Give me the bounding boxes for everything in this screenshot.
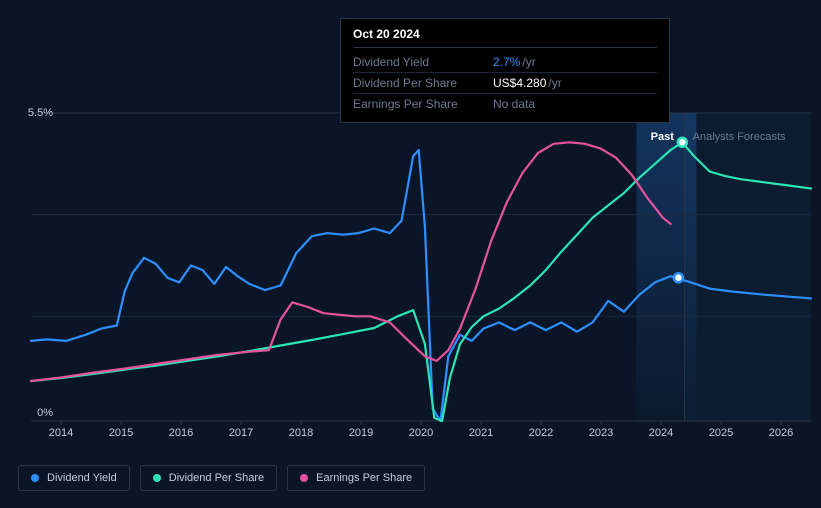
x-axis-tick-label: 2015 — [91, 427, 151, 439]
y-axis-min-label: 0% — [23, 407, 53, 419]
legend-item-dividend-yield[interactable]: Dividend Yield — [18, 465, 130, 491]
x-axis-tick-label: 2020 — [391, 427, 451, 439]
legend-item-dividend-per-share[interactable]: Dividend Per Share — [140, 465, 277, 491]
x-axis-tick-label: 2022 — [511, 427, 571, 439]
chart-legend: Dividend Yield Dividend Per Share Earnin… — [18, 465, 425, 491]
tooltip-metric-label: Dividend Yield — [353, 55, 493, 69]
forecast-region-label: Analysts Forecasts — [693, 131, 786, 143]
x-axis-tick-label: 2018 — [271, 427, 331, 439]
tooltip-suffix: /yr — [522, 55, 535, 69]
tooltip-suffix: /yr — [548, 76, 561, 90]
tooltip-row: Dividend Yield2.7% /yr — [353, 52, 657, 73]
tooltip-row: Earnings Per ShareNo data — [353, 94, 657, 114]
x-axis-tick-label: 2023 — [571, 427, 631, 439]
x-axis-tick-label: 2026 — [751, 427, 811, 439]
legend-dot-icon — [153, 474, 161, 482]
x-axis-tick-label: 2024 — [631, 427, 691, 439]
x-axis-labels: 2014201520162017201820192020202120222023… — [31, 427, 811, 439]
x-axis-tick-label: 2021 — [451, 427, 511, 439]
legend-label: Dividend Per Share — [169, 472, 264, 484]
x-axis-tick-label: 2019 — [331, 427, 391, 439]
tooltip-metric-label: Earnings Per Share — [353, 97, 493, 111]
tooltip-metric-value: 2.7% — [493, 55, 520, 69]
chart-tooltip: Oct 20 2024 Dividend Yield2.7% /yrDivide… — [340, 18, 670, 123]
x-axis-tick-label: 2014 — [31, 427, 91, 439]
tooltip-date: Oct 20 2024 — [353, 27, 657, 48]
legend-item-earnings-per-share[interactable]: Earnings Per Share — [287, 465, 425, 491]
legend-dot-icon — [300, 474, 308, 482]
tooltip-metric-value: US$4.280 — [493, 76, 546, 90]
x-axis-tick-label: 2025 — [691, 427, 751, 439]
tooltip-metric-label: Dividend Per Share — [353, 76, 493, 90]
dividend-chart: Oct 20 2024 Dividend Yield2.7% /yrDivide… — [0, 0, 821, 508]
legend-dot-icon — [31, 474, 39, 482]
tooltip-nodata: No data — [493, 97, 535, 111]
past-region-label: Past — [651, 131, 674, 143]
y-axis-max-label: 5.5% — [23, 107, 53, 119]
x-axis-tick-label: 2017 — [211, 427, 271, 439]
legend-label: Earnings Per Share — [316, 472, 412, 484]
tooltip-row: Dividend Per ShareUS$4.280 /yr — [353, 73, 657, 94]
x-axis-tick-label: 2016 — [151, 427, 211, 439]
legend-label: Dividend Yield — [47, 472, 117, 484]
